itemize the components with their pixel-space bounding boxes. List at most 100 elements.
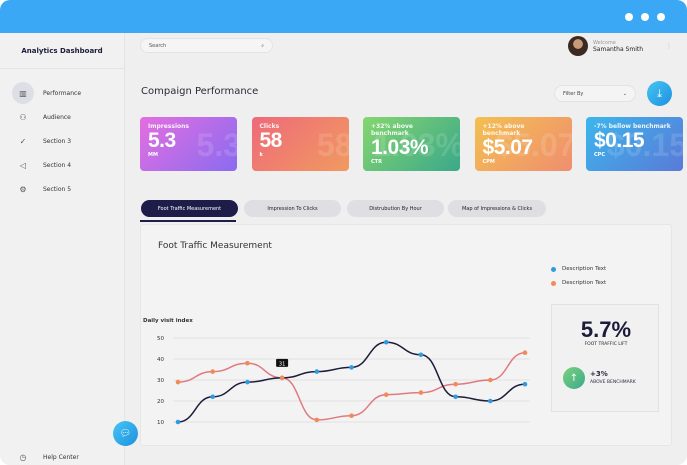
y-tick-label: 20 bbox=[157, 399, 164, 405]
active-tab-indicator bbox=[140, 220, 236, 222]
data-point[interactable] bbox=[314, 369, 320, 374]
data-point[interactable] bbox=[522, 381, 528, 387]
metric-card[interactable]: $0.15 -7% bellow benchmark $0.15 CPC bbox=[586, 117, 683, 171]
user-profile[interactable]: Welcome Samantha Smith bbox=[568, 36, 643, 56]
foot-traffic-lift-card: 5.7% FOOT TRAFFIC LIFT ↑ +3% ABOVE BENCH… bbox=[551, 304, 659, 412]
card-value: 1.03% bbox=[371, 136, 429, 159]
card-unit: k bbox=[259, 152, 263, 158]
data-point[interactable] bbox=[488, 377, 493, 383]
series-line-1 bbox=[177, 351, 526, 421]
sidebar-item-label: Section 5 bbox=[43, 185, 72, 193]
sidebar: Analytics Dashboard ▥ Performance ⚇ Audien… bbox=[0, 33, 125, 465]
sidebar-item-section-3[interactable]: ✓ Section 3 bbox=[0, 130, 125, 152]
sidebar-item-audience[interactable]: ⚇ Audience bbox=[0, 106, 125, 128]
card-unit: MM bbox=[148, 152, 158, 158]
data-point[interactable] bbox=[418, 390, 424, 395]
chat-button[interactable]: 💬︎ bbox=[113, 421, 138, 446]
data-point[interactable] bbox=[383, 392, 389, 397]
data-point[interactable] bbox=[383, 339, 389, 345]
card-ghost-value: 5.3 bbox=[196, 127, 237, 163]
metric-card[interactable]: $5.07 +12% above benchmark $5.07 CPM bbox=[474, 117, 572, 171]
tab-map-impressions-clicks[interactable]: Map of Impressions & Clicks bbox=[448, 200, 546, 217]
main-content: Search ⌕ Welcome Samantha Smith ⋮ Compaign… bbox=[126, 33, 687, 465]
lift-value: 5.7% bbox=[580, 317, 632, 342]
benchmark-label: ABOVE BENCHMARK bbox=[590, 380, 636, 385]
data-point[interactable] bbox=[418, 352, 424, 358]
data-point[interactable] bbox=[175, 419, 181, 425]
window-titlebar bbox=[0, 0, 687, 33]
search-input[interactable]: Search ⌕ bbox=[140, 38, 273, 53]
lift-label: FOOT TRAFFIC LIFT bbox=[584, 342, 628, 347]
legend-dot-icon bbox=[551, 280, 556, 286]
data-point[interactable] bbox=[314, 417, 320, 423]
users-icon: ⚇ bbox=[19, 112, 27, 122]
legend-label: Description Text bbox=[562, 266, 607, 272]
window-dot-icon[interactable] bbox=[641, 13, 649, 21]
legend-item: Description Text bbox=[551, 280, 606, 286]
card-value: 5.3 bbox=[148, 129, 176, 152]
data-point[interactable] bbox=[349, 413, 354, 418]
tooltip-label: 31 bbox=[279, 361, 285, 367]
data-point[interactable] bbox=[522, 350, 528, 355]
card-label: +12% above benchmark bbox=[482, 123, 525, 137]
more-options-icon[interactable]: ⋮ bbox=[666, 43, 672, 50]
sidebar-item-label: Performance bbox=[43, 89, 82, 97]
metric-card[interactable]: 1.03% +32% above benchmark 1.03% CTR bbox=[363, 117, 460, 171]
data-point[interactable] bbox=[279, 375, 285, 381]
data-point[interactable] bbox=[349, 365, 354, 370]
tab-foot-traffic[interactable]: Foot Traffic Measurement bbox=[141, 200, 238, 217]
metric-card[interactable]: 58 Clicks 58 k bbox=[251, 117, 349, 171]
data-point[interactable] bbox=[210, 394, 215, 400]
help-center-label: Help Center bbox=[43, 453, 79, 461]
sidebar-item-performance[interactable]: ▥ Performance bbox=[0, 82, 125, 104]
chart-title: Foot Traffic Measurement bbox=[158, 241, 272, 251]
data-point[interactable] bbox=[453, 381, 458, 387]
bar-chart-icon: ▥ bbox=[12, 82, 34, 104]
data-point[interactable] bbox=[488, 398, 493, 404]
card-value: $5.07 bbox=[482, 136, 534, 159]
tab-impression-to-clicks[interactable]: Impression To Clicks bbox=[244, 200, 341, 217]
card-value: 58 bbox=[259, 129, 283, 152]
window-dot-icon[interactable] bbox=[657, 13, 665, 21]
megaphone-icon: ◁ bbox=[19, 160, 27, 170]
legend-label: Description Text bbox=[562, 280, 607, 286]
card-value: $0.15 bbox=[594, 129, 645, 152]
sidebar-item-label: Audience bbox=[43, 113, 71, 121]
card-unit: CPM bbox=[482, 159, 495, 165]
tab-label: Distrubution By Hour bbox=[369, 205, 422, 212]
avatar[interactable] bbox=[568, 36, 588, 56]
sidebar-item-section-4[interactable]: ◁ Section 4 bbox=[0, 154, 125, 176]
data-point[interactable] bbox=[175, 379, 181, 385]
filter-dropdown[interactable]: Filter By ⌄ bbox=[554, 85, 636, 102]
download-button[interactable]: ⤓ bbox=[647, 81, 672, 106]
metric-card[interactable]: 5.3 Impressions 5.3 MM bbox=[140, 117, 237, 171]
sidebar-item-section-5[interactable]: ⚙ Section 5 bbox=[0, 178, 125, 200]
search-icon[interactable]: ⌕ bbox=[261, 42, 264, 49]
data-point[interactable] bbox=[210, 369, 215, 374]
check-icon: ✓ bbox=[19, 136, 27, 146]
tooltip bbox=[276, 358, 289, 367]
data-point[interactable] bbox=[453, 394, 458, 400]
page-title: Compaign Performance bbox=[141, 86, 259, 97]
download-icon: ⤓ bbox=[657, 86, 662, 100]
card-ghost-value: $0.15 bbox=[606, 127, 683, 163]
welcome-label: Welcome bbox=[593, 39, 616, 46]
y-tick-label: 30 bbox=[157, 378, 164, 384]
data-point[interactable] bbox=[245, 360, 250, 366]
app-title: Analytics Dashboard bbox=[0, 33, 124, 69]
help-center-link[interactable]: ◷ Help Center bbox=[0, 446, 125, 465]
window-dot-icon[interactable] bbox=[625, 13, 633, 21]
card-ghost-value: $5.07 bbox=[495, 127, 572, 163]
tab-label: Foot Traffic Measurement bbox=[157, 205, 222, 212]
help-icon: ◷ bbox=[19, 452, 27, 462]
card-label: -7% bellow benchmark bbox=[594, 123, 671, 130]
card-unit: CTR bbox=[371, 159, 382, 165]
data-point[interactable] bbox=[245, 379, 250, 385]
sidebar-item-label: Section 4 bbox=[43, 161, 72, 169]
gear-icon: ⚙ bbox=[19, 184, 27, 194]
tab-label: Map of Impressions & Clicks bbox=[461, 205, 533, 212]
chart-panel: Foot Traffic Measurement Description Tex… bbox=[140, 224, 672, 446]
card-label: Impressions bbox=[148, 123, 189, 130]
tab-distribution-by-hour[interactable]: Distrubution By Hour bbox=[347, 200, 444, 217]
